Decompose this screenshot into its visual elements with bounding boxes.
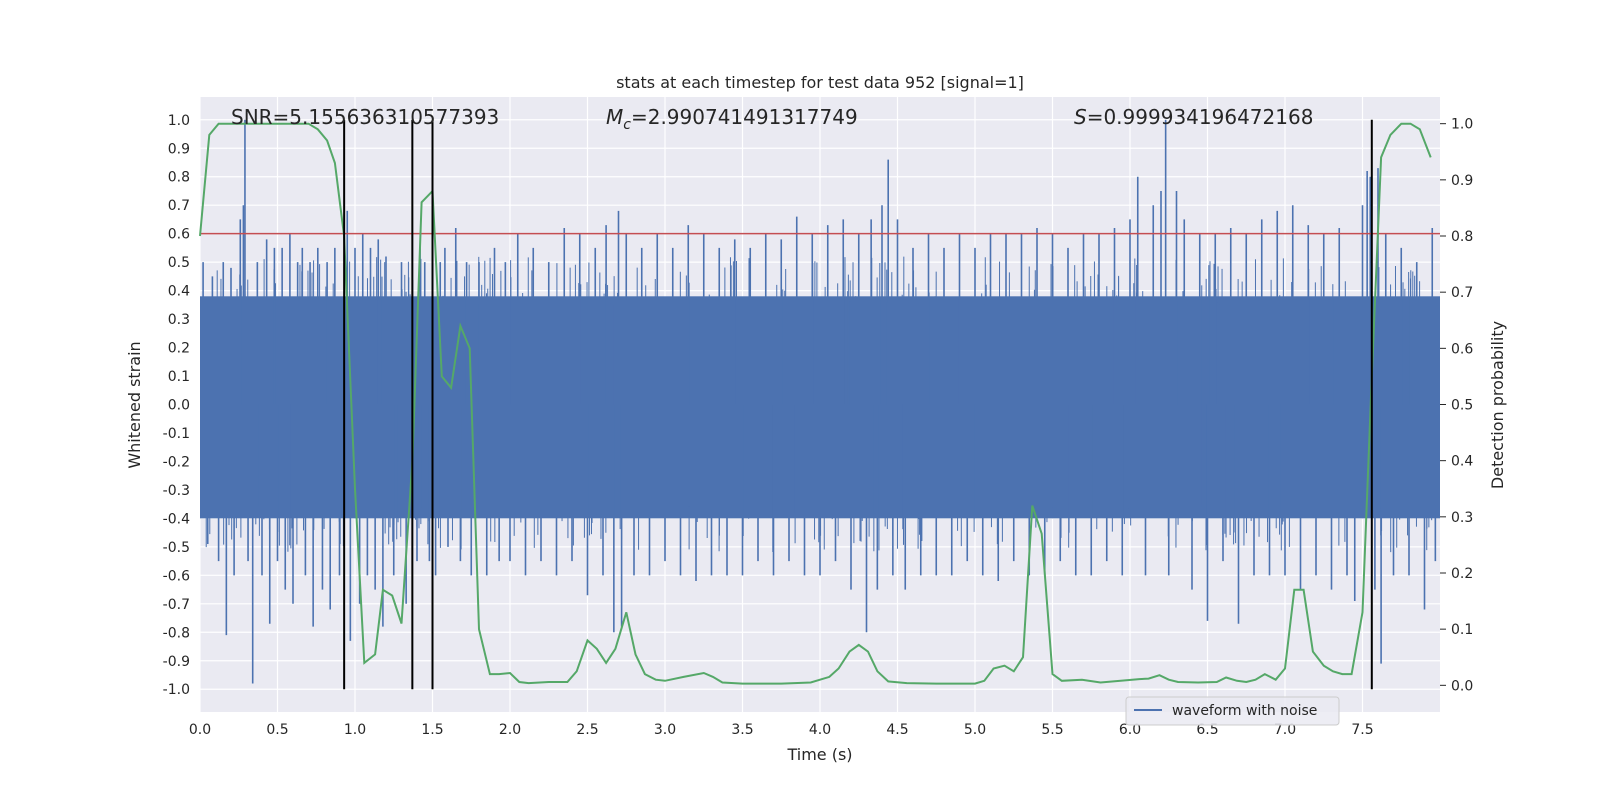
score-symbol: S (1074, 105, 1087, 129)
y-tick-label: -0.8 (163, 625, 190, 641)
score-value: =0.999934196472168 (1087, 105, 1314, 129)
y2-tick-label: 0.1 (1451, 622, 1473, 638)
y-tick-label: -1.0 (163, 682, 190, 698)
y-axis-label: Whitened strain (125, 341, 144, 468)
y-tick-label: -0.5 (163, 540, 190, 556)
chart-title: stats at each timestep for test data 952… (616, 73, 1024, 92)
x-tick-label: 6.0 (1119, 722, 1141, 738)
x-tick-label: 0.0 (189, 722, 211, 738)
chirp-mass-symbol: M (606, 105, 623, 129)
y2-tick-label: 1.0 (1451, 117, 1473, 133)
y-tick-label: 0.9 (168, 141, 190, 157)
x-tick-label: 2.0 (499, 722, 521, 738)
y2-axis-ticks: 1.0 0.9 0.8 0.7 0.6 0.5 0.4 0.3 0.2 0.1 0.0 (1440, 117, 1473, 694)
score-annotation: S=0.999934196472168 (1074, 105, 1313, 129)
y-tick-label: 0.6 (168, 227, 190, 243)
y-tick-label: -0.9 (163, 654, 190, 670)
x-tick-label: 7.0 (1274, 722, 1296, 738)
y-tick-label: 0.0 (168, 398, 190, 414)
y-tick-label: 0.3 (168, 312, 190, 328)
y2-tick-label: 0.8 (1451, 229, 1473, 245)
x-tick-label: 3.0 (654, 722, 676, 738)
x-axis-label: Time (s) (786, 745, 852, 764)
x-tick-label: 0.5 (266, 722, 288, 738)
y-tick-label: 0.7 (168, 198, 190, 214)
y2-tick-label: 0.0 (1451, 678, 1473, 694)
x-tick-label: 5.0 (964, 722, 986, 738)
y-axis-ticks: 1.0 0.9 0.8 0.7 0.6 0.5 0.4 0.3 0.2 0.1 0.0 -0.1 -0.… (163, 113, 190, 698)
y2-tick-label: 0.7 (1451, 285, 1473, 301)
y-tick-label: 0.1 (168, 369, 190, 385)
chirp-mass-annotation: Mc=2.990741491317749 (606, 105, 858, 133)
y2-axis-label: Detection probability (1488, 321, 1507, 489)
x-tick-label: 1.5 (421, 722, 443, 738)
x-tick-label: 5.5 (1041, 722, 1063, 738)
legend-label-waveform: waveform with noise (1172, 703, 1317, 719)
detection-probability-line (199, 122, 1432, 685)
y-tick-label: -0.6 (163, 568, 190, 584)
waveform-spikes (202, 119, 1437, 684)
y-tick-label: -0.2 (163, 454, 190, 470)
x-tick-label: 6.5 (1196, 722, 1218, 738)
y-tick-label: -0.3 (163, 483, 190, 499)
x-axis-ticks: 0.0 0.5 1.0 1.5 2.0 2.5 3.0 3.5 4.0 4.5 5.0 5.5 6.0 6… (189, 722, 1374, 738)
x-tick-label: 1.0 (344, 722, 366, 738)
legend: waveform with noise (1125, 696, 1340, 726)
y-tick-label: -0.7 (163, 597, 190, 613)
y-tick-label: 0.4 (168, 284, 190, 300)
legend-box (1125, 696, 1340, 726)
y2-tick-label: 0.2 (1451, 566, 1473, 582)
y2-tick-label: 0.4 (1451, 454, 1473, 470)
y-tick-label: -0.1 (163, 426, 190, 442)
x-tick-label: 3.5 (731, 722, 753, 738)
y2-tick-label: 0.3 (1451, 510, 1473, 526)
y2-tick-label: 0.5 (1451, 398, 1473, 414)
chirp-mass-subscript: c (623, 117, 631, 133)
y2-tick-label: 0.9 (1451, 173, 1473, 189)
y-tick-label: -0.4 (163, 511, 190, 527)
x-tick-label: 4.0 (809, 722, 831, 738)
event-vertical-lines (343, 119, 1373, 690)
x-tick-label: 4.5 (886, 722, 908, 738)
y-tick-label: 0.5 (168, 255, 190, 271)
x-tick-label: 7.5 (1351, 722, 1373, 738)
y-tick-label: 0.8 (168, 170, 190, 186)
snr-annotation: SNR=5.155636310577393 (231, 105, 499, 129)
probability-series-group (199, 122, 1432, 685)
chirp-mass-value: =2.990741491317749 (631, 105, 858, 129)
y2-tick-label: 0.6 (1451, 341, 1473, 357)
y-tick-label: 1.0 (168, 113, 190, 129)
x-tick-label: 2.5 (576, 722, 598, 738)
y-tick-label: 0.2 (168, 341, 190, 357)
